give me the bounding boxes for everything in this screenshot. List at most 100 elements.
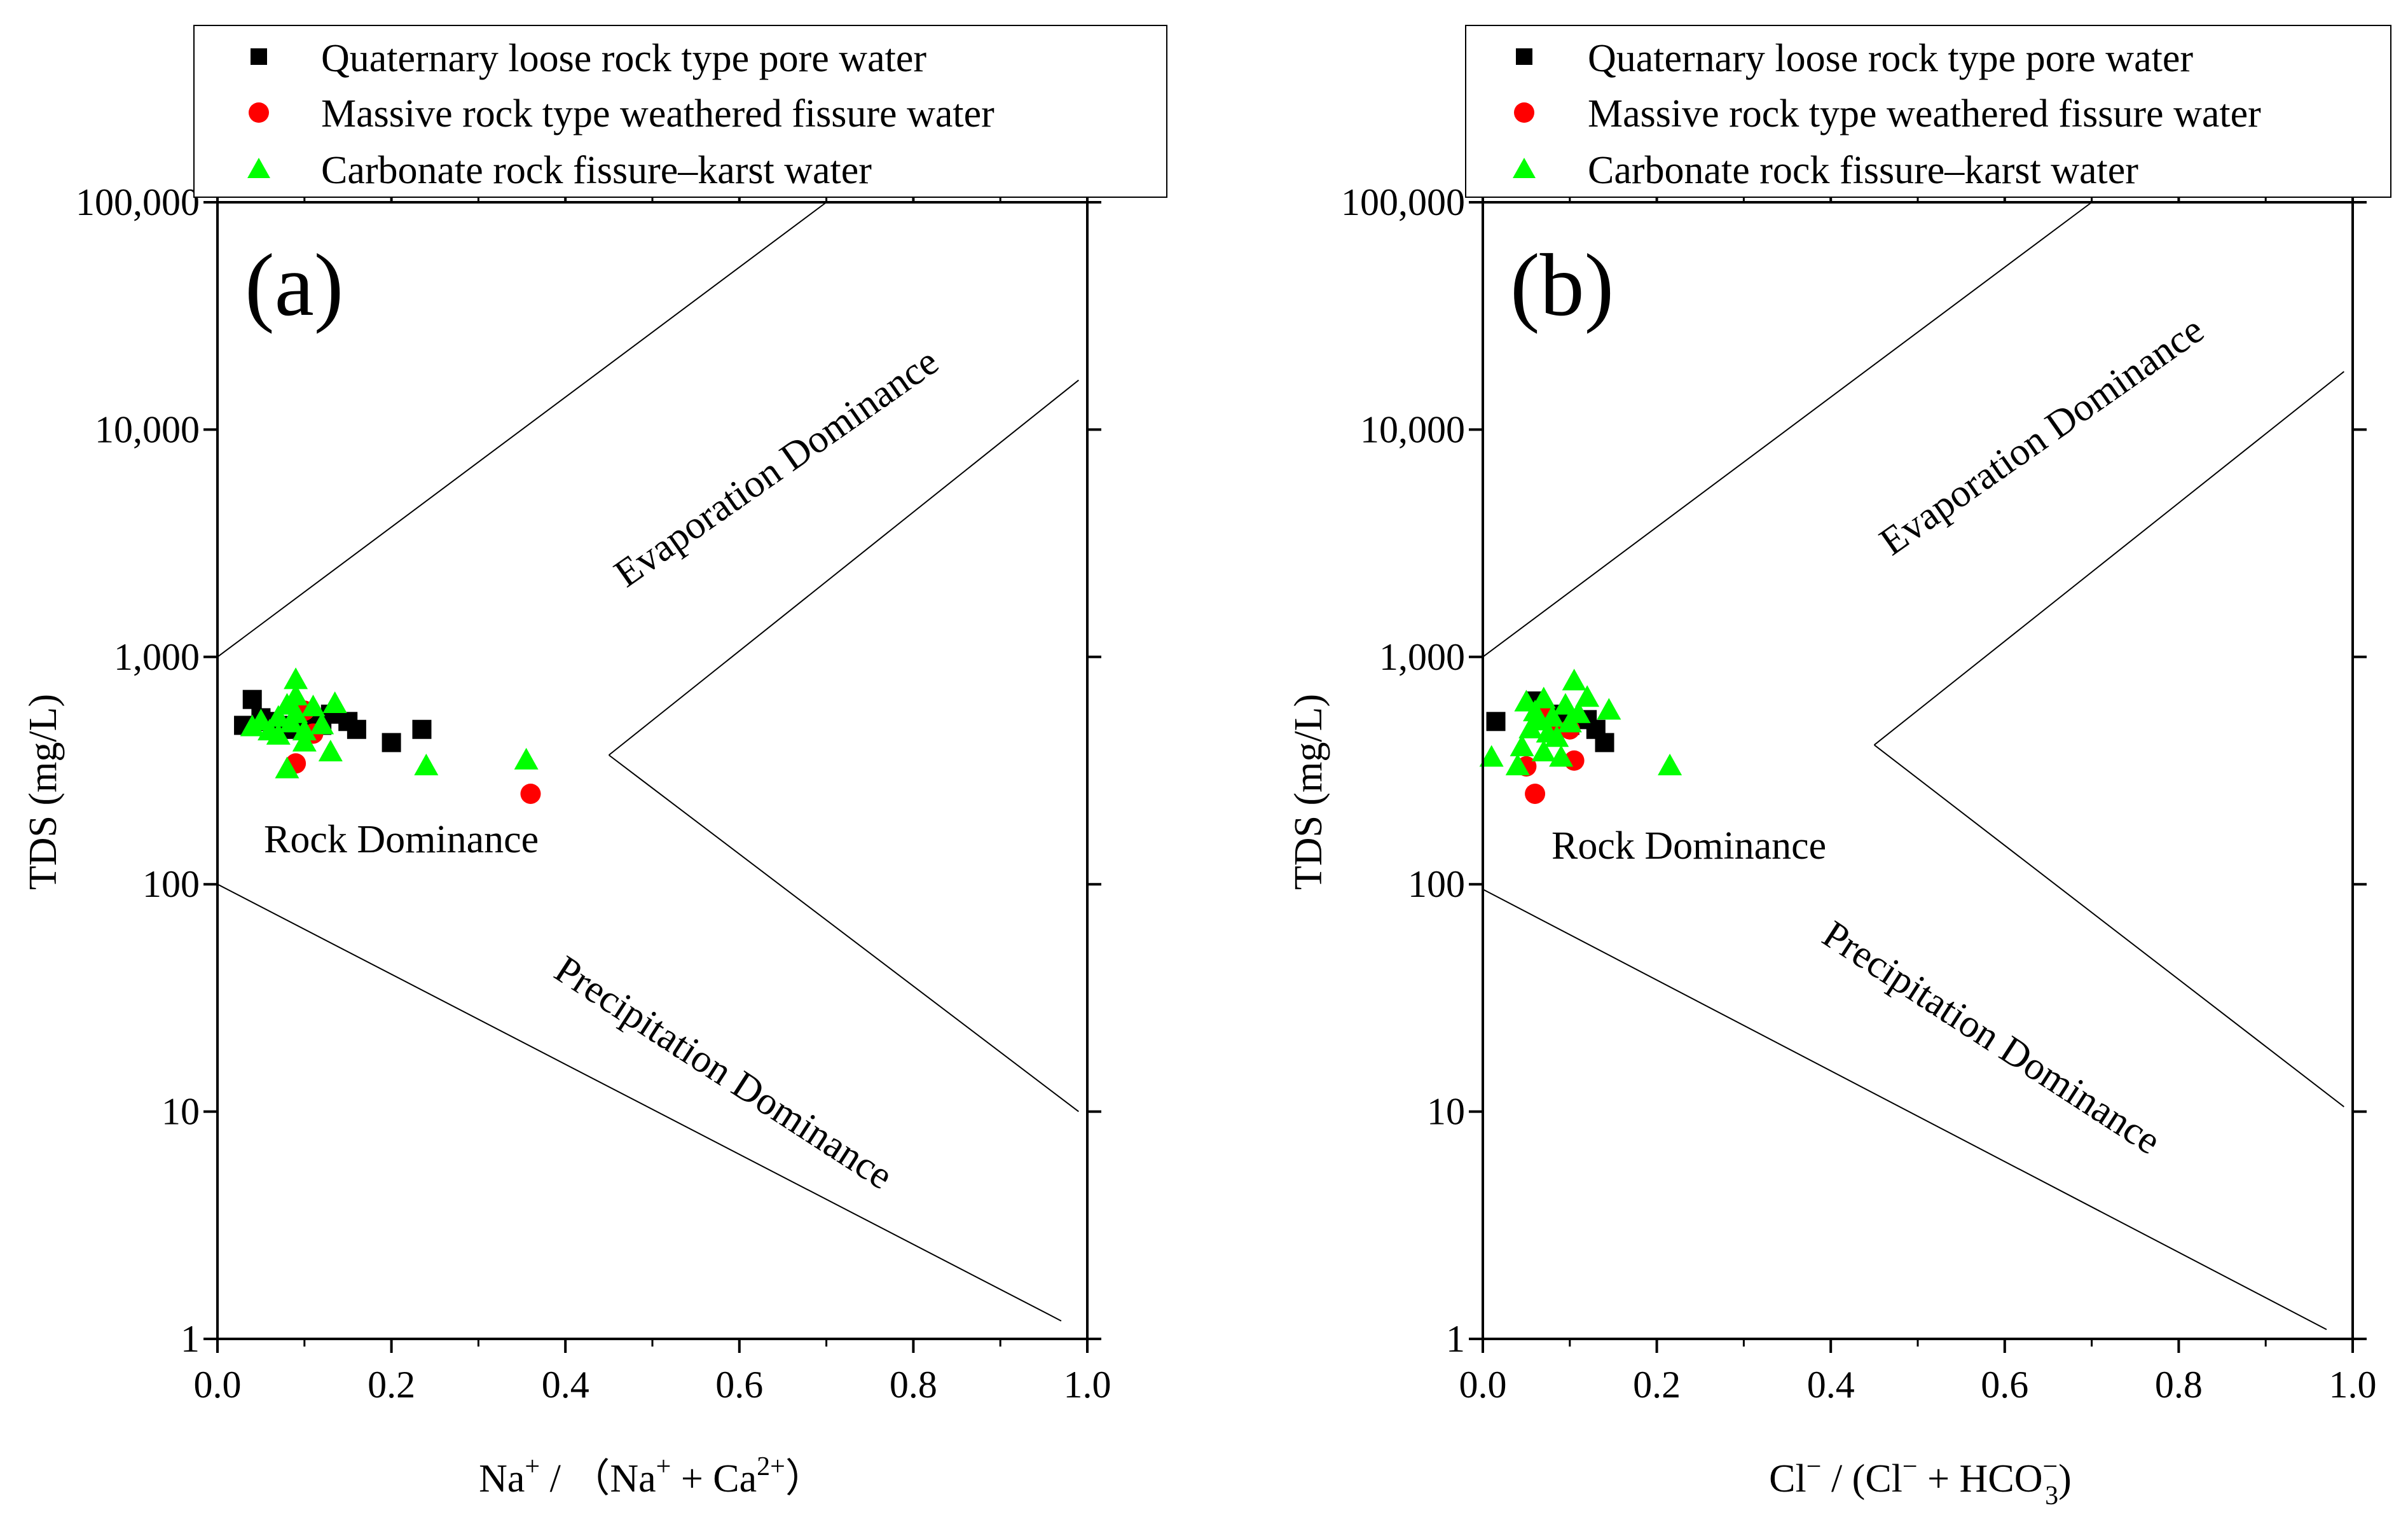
legend-a-marker-square (251, 48, 267, 65)
panel-b: 0.0 0.2 0.4 0.6 0.8 1.0 1 10 100 1,000 10,000 100,0… (1287, 25, 2391, 1511)
panel-a-series-3-point-11 (284, 701, 308, 723)
panel-b-x-tick-label-1: 0.2 (1633, 1364, 1681, 1406)
panel-a-ticks: 0.0 0.2 0.4 0.6 0.8 1.0 1 10 100 1,000 10,000 100,0… (76, 181, 1111, 1406)
panel-b-boundary-line-2 (1482, 889, 2327, 1331)
legend-a-marker-triangle (247, 158, 270, 178)
panel-b-series-3-point-8 (1531, 686, 1556, 709)
legend-b-item-2-label: Massive rock type weathered fissure wate… (1588, 92, 2261, 135)
panel-b-series-3-point-3 (1510, 735, 1534, 757)
panel-a-x-tick-label-3: 0.6 (715, 1364, 763, 1406)
panel-a-x-tick-label-2: 0.4 (542, 1364, 589, 1406)
legend-b: Quaternary loose rock type pore water Ma… (1465, 25, 2391, 198)
panel-b-xlabel-post-sub: 3 (2045, 1481, 2058, 1511)
panel-a-y-tick-label-3: 1,000 (114, 636, 200, 678)
panel-a-series-3-point-15 (310, 712, 334, 735)
panel-a-boundary-line-2 (217, 883, 1062, 1322)
legend-b-item-1-label: Quaternary loose rock type pore water (1588, 37, 2193, 80)
legend-a-box (193, 25, 1167, 198)
panel-b-y-tick-label-1: 10 (1427, 1091, 1465, 1133)
panel-a-boundary-lines (217, 202, 1079, 1322)
panel-b-xlabel-post: + HCO (1918, 1457, 2043, 1500)
panel-b-ticks: 0.0 0.2 0.4 0.6 0.8 1.0 1 10 100 1,000 10,000 100,0… (1341, 181, 2377, 1406)
panel-b-series-3-point-14 (1553, 693, 1578, 715)
panel-b-plot-frame (1482, 201, 2354, 1340)
panel-a-series-3-point-19 (514, 747, 539, 770)
panel-b-x-tick-label-2: 0.4 (1807, 1364, 1855, 1406)
panel-b-series-3-point-16 (1562, 668, 1586, 691)
panel-a-series-1-point-11 (347, 719, 366, 739)
panel-b-series-1-point-1 (1486, 712, 1506, 731)
panel-b-series-3-point-12 (1545, 725, 1569, 747)
panel-a-plot-frame (216, 201, 1089, 1340)
panel-a-x-tick-label-1: 0.2 (368, 1364, 415, 1406)
panel-b-y-tick-label-3: 1,000 (1379, 636, 1465, 678)
legend-b-item-3-label: Carbonate rock fissure–karst water (1588, 149, 2138, 192)
panel-b-series-3-point-2 (1505, 753, 1530, 775)
panel-b-y-tick-label-0: 1 (1446, 1318, 1465, 1360)
panel-b-evaporation-label: Evaporation Dominance (1872, 308, 2212, 564)
panel-a-x-tick-label-0: 0.0 (194, 1364, 242, 1406)
legend-b-marker-circle (1514, 102, 1534, 123)
panel-b-boundary-line-4 (1873, 744, 2344, 1107)
panel-a-xlabel-mid-sup: + (656, 1452, 671, 1481)
panel-b-series-3-point-9 (1531, 739, 1556, 761)
legend-b-box (1465, 25, 2391, 198)
panel-a: 0.0 0.2 0.4 0.6 0.8 1.0 1 10 100 1,000 10,000 100,0… (22, 25, 1167, 1500)
panel-b-boundary-lines (1482, 202, 2344, 1331)
panel-a-x-tick-label-4: 0.8 (890, 1364, 937, 1406)
panel-b-series-1-point-9 (1595, 733, 1614, 752)
panel-a-series-3-point-18 (414, 753, 439, 775)
panel-b-rock-label: Rock Dominance (1551, 824, 1826, 868)
panel-a-evaporation-label: Evaporation Dominance (607, 340, 946, 595)
panel-a-series-3-point-9 (284, 667, 308, 689)
panel-b-xlabel-pre: Cl (1769, 1457, 1806, 1500)
panel-b-x-tick-label-0: 0.0 (1459, 1364, 1507, 1406)
panel-a-tag: (a) (245, 236, 343, 335)
panel-a-xlabel-post-sup: 2+ (757, 1452, 785, 1481)
panel-a-boundary-line-4 (608, 754, 1079, 1112)
panel-a-series-3-point-16 (318, 739, 343, 761)
panel-a-y-axis-title: TDS (mg/L) (22, 694, 65, 890)
panel-b-y-tick-label-5: 100,000 (1341, 181, 1465, 223)
panel-a-series-1-point-2 (242, 689, 262, 709)
panel-b-boundary-line-3 (1873, 371, 2344, 745)
panel-b-y-tick-label-4: 10,000 (1360, 408, 1465, 450)
legend-a-item-3-label: Carbonate rock fissure–karst water (321, 149, 872, 192)
panel-b-xlabel-post-sup: − (2042, 1452, 2058, 1481)
panel-b-xlabel-pre-sup: − (1806, 1452, 1822, 1481)
panel-b-series-3-point-11 (1540, 705, 1565, 727)
panel-a-boundary-line-3 (608, 379, 1079, 756)
panel-a-y-tick-label-0: 1 (181, 1318, 200, 1360)
panel-a-precipitation-label: Precipitation Dominance (547, 948, 900, 1198)
panel-a-series-2-point-4 (520, 783, 541, 804)
panel-a-series-1-point-12 (382, 733, 401, 752)
panel-b-series-3-point-1 (1479, 745, 1504, 767)
panel-a-y-tick-label-1: 10 (162, 1091, 200, 1133)
panel-a-series-3-point-17 (322, 691, 347, 713)
panel-a-xlabel-end: ） (785, 1457, 825, 1500)
panel-a-xlabel-pre: Na (479, 1457, 525, 1500)
panel-a-series-1-point-13 (412, 719, 432, 739)
panel-a-data-points (234, 667, 541, 804)
panel-b-data-points (1479, 668, 1682, 804)
panel-a-series-3-point-7 (275, 756, 299, 779)
panel-b-y-axis-title: TDS (mg/L) (1287, 694, 1330, 890)
panel-a-series-3-point-5 (266, 723, 291, 745)
panel-b-x-tick-label-3: 0.6 (1981, 1364, 2028, 1406)
panel-a-series-3-point-13 (292, 730, 317, 752)
legend-a-marker-circle (249, 102, 269, 123)
panel-b-precipitation-label: Precipitation Dominance (1815, 913, 2168, 1163)
panel-b-y-tick-label-2: 100 (1408, 863, 1465, 905)
panel-b-x-tick-label-5: 1.0 (2329, 1364, 2377, 1406)
panel-b-series-3-point-18 (1575, 685, 1600, 707)
panel-a-xlabel-pre-sup: + (525, 1452, 540, 1481)
panel-b-xlabel-mid: / (Cl (1821, 1457, 1902, 1500)
panel-b-series-3-point-13 (1549, 745, 1574, 767)
panel-a-boundary-line-1 (217, 202, 827, 658)
panel-a-y-tick-label-2: 100 (142, 863, 200, 905)
panel-b-series-3-point-19 (1597, 698, 1621, 720)
panel-b-series-3-point-17 (1566, 701, 1591, 723)
legend-b-marker-triangle (1513, 158, 1536, 178)
legend-a-item-1-label: Quaternary loose rock type pore water (321, 37, 926, 80)
